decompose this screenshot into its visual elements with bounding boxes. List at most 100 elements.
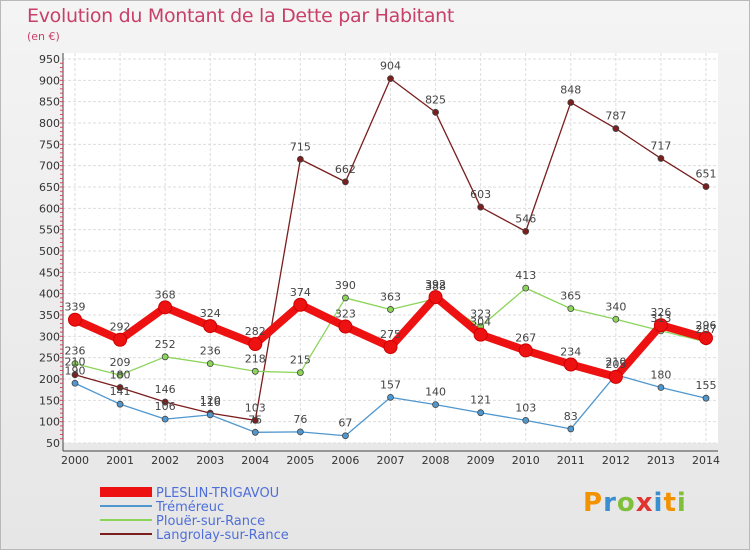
legend: PLESLIN-TRIGAVOUTréméreucPlouër-sur-Ranc… xyxy=(100,486,289,543)
legend-label: Langrolay-sur-Rance xyxy=(156,528,289,543)
data-point xyxy=(342,178,349,186)
data-label: 275 xyxy=(380,328,401,341)
data-label: 121 xyxy=(470,394,491,407)
data-point xyxy=(206,360,214,368)
data-label: 339 xyxy=(65,301,86,314)
y-tick-label: 50 xyxy=(46,437,60,450)
data-label: 374 xyxy=(290,286,311,299)
data-label: 218 xyxy=(245,352,266,365)
y-tick-label: 700 xyxy=(39,160,60,173)
data-label: 546 xyxy=(515,212,536,225)
y-tick-label: 450 xyxy=(39,266,60,279)
data-point xyxy=(71,379,79,387)
data-point xyxy=(342,432,349,440)
data-label: 141 xyxy=(110,385,131,398)
data-label: 388 xyxy=(425,280,446,293)
data-label: 75 xyxy=(248,413,262,426)
data-point xyxy=(71,371,79,379)
data-label: 103 xyxy=(245,401,266,414)
y-tick-label: 350 xyxy=(39,309,60,322)
data-point xyxy=(522,227,530,235)
data-point xyxy=(383,340,398,354)
y-tick-label: 250 xyxy=(39,352,60,365)
data-point xyxy=(387,75,394,83)
data-point xyxy=(161,353,169,361)
x-tick-label: 2014 xyxy=(692,454,720,467)
data-point xyxy=(251,416,259,424)
data-point xyxy=(116,400,124,408)
y-tick-label: 900 xyxy=(39,74,60,87)
x-tick-label: 2006 xyxy=(331,454,359,467)
data-point xyxy=(657,155,665,162)
data-point xyxy=(161,398,169,406)
x-tick-label: 2003 xyxy=(196,454,224,467)
data-label: 205 xyxy=(605,358,626,371)
data-label: 368 xyxy=(155,288,176,301)
y-tick-label: 550 xyxy=(39,224,60,237)
data-label: 825 xyxy=(425,93,446,106)
data-label: 323 xyxy=(470,308,491,321)
data-label: 717 xyxy=(650,139,671,152)
data-label: 392 xyxy=(425,278,446,291)
data-label: 67 xyxy=(338,417,352,430)
data-label: 715 xyxy=(290,140,311,153)
logo-letter: t xyxy=(663,488,677,518)
data-point xyxy=(432,108,439,116)
data-point xyxy=(477,203,485,211)
x-tick-label: 2009 xyxy=(467,454,495,467)
x-tick-label: 2002 xyxy=(151,454,179,467)
data-label: 236 xyxy=(200,345,221,358)
x-tick-label: 2013 xyxy=(647,454,675,467)
data-point xyxy=(567,99,575,106)
data-label: 267 xyxy=(515,331,536,344)
data-point xyxy=(68,312,82,327)
series-layer xyxy=(68,75,713,440)
data-point xyxy=(113,332,128,347)
data-label: 146 xyxy=(155,383,176,396)
data-label: 603 xyxy=(470,188,491,201)
data-label: 326 xyxy=(650,306,671,319)
y-tick-label: 650 xyxy=(39,181,60,194)
data-label: 180 xyxy=(110,369,131,382)
data-point xyxy=(293,297,308,312)
data-label: 210 xyxy=(605,356,626,369)
data-label: 651 xyxy=(696,168,717,181)
y-tick-label: 200 xyxy=(39,373,60,386)
data-label: 103 xyxy=(515,401,536,414)
data-point xyxy=(342,294,349,302)
data-label: 324 xyxy=(200,307,221,320)
data-label-layer: 210 180 146 120 103 715 662 904 825 603 546 848 787 7… xyxy=(65,60,717,430)
y-tick-label: 100 xyxy=(39,416,60,429)
data-label: 848 xyxy=(560,84,581,97)
y-tick-label: 850 xyxy=(39,96,60,109)
data-point xyxy=(567,425,575,433)
logo-letter: i xyxy=(676,488,687,518)
data-point xyxy=(248,337,263,352)
logo-letter: r xyxy=(603,488,617,518)
data-point xyxy=(563,357,578,372)
logo-letter: x xyxy=(635,488,654,518)
x-tick-label: 2001 xyxy=(106,454,134,467)
data-point xyxy=(612,125,620,132)
x-tick-label: 2012 xyxy=(602,454,630,467)
x-tick-label: 2010 xyxy=(512,454,540,467)
y-tick-label: 600 xyxy=(39,202,60,215)
x-tick-label: 2005 xyxy=(286,454,314,467)
data-point xyxy=(428,290,443,305)
data-point xyxy=(699,331,713,346)
data-label: 365 xyxy=(560,290,581,303)
data-label: 323 xyxy=(335,308,356,321)
y-tick-label: 950 xyxy=(39,53,60,66)
data-point xyxy=(203,319,218,334)
data-point xyxy=(161,415,169,423)
legend-label: Tréméreuc xyxy=(155,500,224,515)
chart-unit-label: (en €) xyxy=(27,30,60,43)
data-label: 340 xyxy=(605,300,626,313)
data-label: 363 xyxy=(380,290,401,303)
data-label: 390 xyxy=(335,279,356,292)
data-label: 140 xyxy=(425,386,446,399)
legend-label: PLESLIN-TRIGAVOU xyxy=(156,486,279,501)
data-point xyxy=(251,428,259,436)
data-point xyxy=(158,300,173,315)
